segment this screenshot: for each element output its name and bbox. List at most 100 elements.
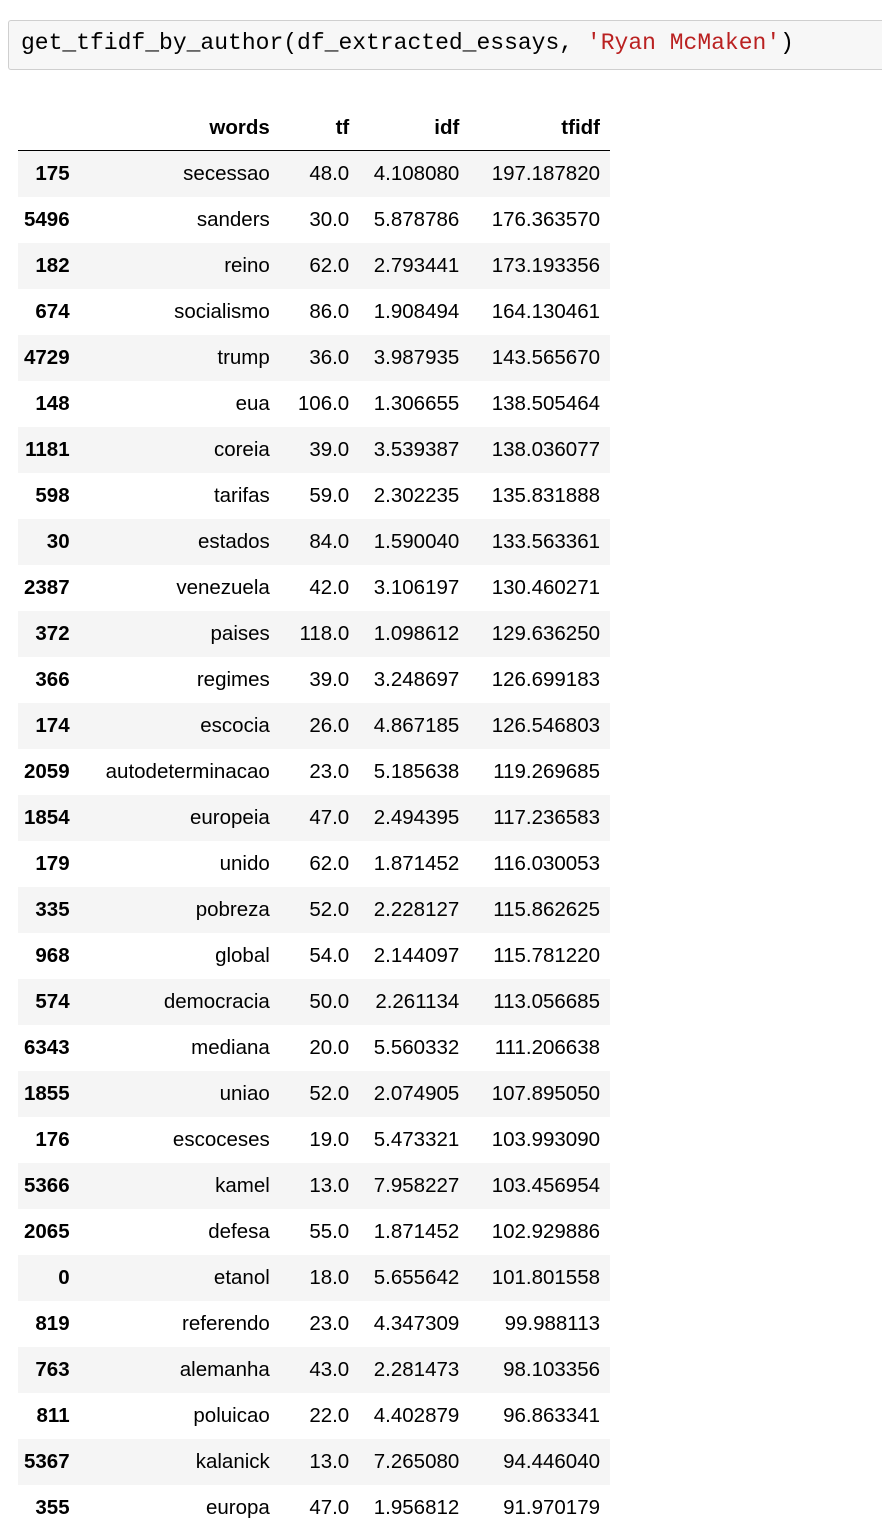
row-index: 5496 [24, 208, 70, 231]
cell-tf: 19.0 [309, 1128, 350, 1151]
cell-tfidf: 103.456954 [491, 1174, 600, 1197]
row-index: 598 [35, 484, 70, 507]
cell-idf: 1.098612 [373, 622, 460, 645]
cell-words: unido [219, 852, 270, 875]
row-index: 1181 [25, 438, 70, 461]
cell-words: alemanha [179, 1358, 270, 1381]
cell-idf: 1.306655 [373, 392, 460, 415]
cell-tf: 118.0 [299, 622, 350, 645]
cell-words: pobreza [195, 898, 270, 921]
table-row: 968 global 54.0 2.144097 115.781220 [18, 933, 610, 979]
row-index: 674 [35, 300, 70, 323]
header-index [18, 106, 92, 151]
cell-idf: 4.108080 [373, 162, 460, 185]
code-call-suffix: ) [780, 30, 794, 56]
cell-tfidf: 138.036077 [491, 438, 600, 461]
row-index: 335 [35, 898, 70, 921]
cell-idf: 5.560332 [373, 1036, 460, 1059]
cell-tfidf: 94.446040 [503, 1450, 600, 1473]
table-row: 674 socialismo 86.0 1.908494 164.130461 [18, 289, 610, 335]
cell-tf: 106.0 [297, 392, 350, 415]
cell-words: socialismo [174, 300, 270, 323]
cell-tfidf: 138.505464 [491, 392, 600, 415]
cell-tfidf: 115.781220 [493, 944, 600, 967]
cell-words: eua [235, 392, 270, 415]
cell-tfidf: 116.030053 [493, 852, 600, 875]
header-tfidf: tfidf [469, 106, 610, 151]
table-row: 5367 kalanick 13.0 7.265080 94.446040 [18, 1439, 610, 1485]
cell-tf: 39.0 [309, 438, 350, 461]
header-idf: idf [359, 106, 470, 151]
table-row: 1855 uniao 52.0 2.074905 107.895050 [18, 1071, 610, 1117]
table-row: 763 alemanha 43.0 2.281473 98.103356 [18, 1347, 610, 1393]
cell-words: escocia [200, 714, 270, 737]
cell-tfidf: 98.103356 [503, 1358, 600, 1381]
cell-words: venezuela [176, 576, 270, 599]
cell-tfidf: 173.193356 [491, 254, 600, 277]
cell-tfidf: 113.056685 [493, 990, 600, 1013]
table-row: 176 escoceses 19.0 5.473321 103.993090 [18, 1117, 610, 1163]
row-index: 355 [35, 1496, 70, 1519]
cell-tf: 86.0 [309, 300, 350, 323]
cell-tf: 47.0 [309, 806, 350, 829]
row-index: 574 [35, 990, 70, 1013]
cell-tf: 23.0 [309, 760, 350, 783]
code-input-cell[interactable]: get_tfidf_by_author(df_extracted_essays,… [8, 20, 882, 70]
cell-idf: 2.281473 [373, 1358, 460, 1381]
cell-tfidf: 143.565670 [491, 346, 600, 369]
table-header: words tf idf tfidf [18, 106, 610, 151]
row-index: 1854 [24, 806, 70, 829]
cell-tfidf: 164.130461 [491, 300, 600, 323]
cell-words: kalanick [195, 1450, 270, 1473]
cell-words: trump [217, 346, 270, 369]
cell-idf: 7.958227 [373, 1174, 460, 1197]
cell-words: paises [210, 622, 270, 645]
row-index: 819 [35, 1312, 70, 1335]
cell-tf: 20.0 [309, 1036, 350, 1059]
cell-words: uniao [219, 1082, 270, 1105]
cell-idf: 4.402879 [373, 1404, 460, 1427]
cell-tfidf: 117.236583 [493, 806, 600, 829]
cell-tf: 47.0 [309, 1496, 350, 1519]
table-row: 5366 kamel 13.0 7.958227 103.456954 [18, 1163, 610, 1209]
row-index: 5366 [24, 1174, 70, 1197]
cell-idf: 2.144097 [373, 944, 460, 967]
cell-words: democracia [163, 990, 270, 1013]
cell-tfidf: 130.460271 [491, 576, 600, 599]
row-index: 179 [35, 852, 70, 875]
cell-tf: 23.0 [309, 1312, 350, 1335]
table-row: 174 escocia 26.0 4.867185 126.546803 [18, 703, 610, 749]
table-row: 6343 mediana 20.0 5.560332 111.206638 [18, 1025, 610, 1071]
table-row: 335 pobreza 52.0 2.228127 115.862625 [18, 887, 610, 933]
row-index: 2059 [24, 760, 70, 783]
table-row: 598 tarifas 59.0 2.302235 135.831888 [18, 473, 610, 519]
cell-tf: 43.0 [309, 1358, 350, 1381]
cell-words: coreia [213, 438, 270, 461]
cell-idf: 2.228127 [373, 898, 460, 921]
row-index: 175 [35, 162, 70, 185]
cell-tfidf: 91.970179 [503, 1496, 600, 1519]
row-index: 1855 [24, 1082, 70, 1105]
row-index: 811 [36, 1404, 70, 1427]
cell-tf: 55.0 [309, 1220, 350, 1243]
cell-idf: 5.878786 [373, 208, 460, 231]
cell-tf: 54.0 [309, 944, 350, 967]
cell-tf: 36.0 [309, 346, 350, 369]
cell-idf: 2.793441 [373, 254, 460, 277]
cell-words: europa [205, 1496, 270, 1519]
cell-idf: 2.494395 [373, 806, 460, 829]
row-index: 30 [46, 530, 70, 553]
cell-tfidf: 197.187820 [491, 162, 600, 185]
cell-tfidf: 96.863341 [503, 1404, 600, 1427]
cell-tfidf: 111.206638 [494, 1036, 600, 1059]
cell-tfidf: 101.801558 [491, 1266, 600, 1289]
cell-idf: 2.261134 [375, 990, 460, 1013]
row-index: 182 [35, 254, 70, 277]
cell-tf: 42.0 [309, 576, 350, 599]
cell-tfidf: 126.546803 [491, 714, 600, 737]
cell-idf: 2.302235 [373, 484, 460, 507]
table-row: 811 poluicao 22.0 4.402879 96.863341 [18, 1393, 610, 1439]
cell-idf: 1.908494 [373, 300, 460, 323]
cell-tf: 26.0 [309, 714, 350, 737]
cell-tfidf: 115.862625 [493, 898, 600, 921]
